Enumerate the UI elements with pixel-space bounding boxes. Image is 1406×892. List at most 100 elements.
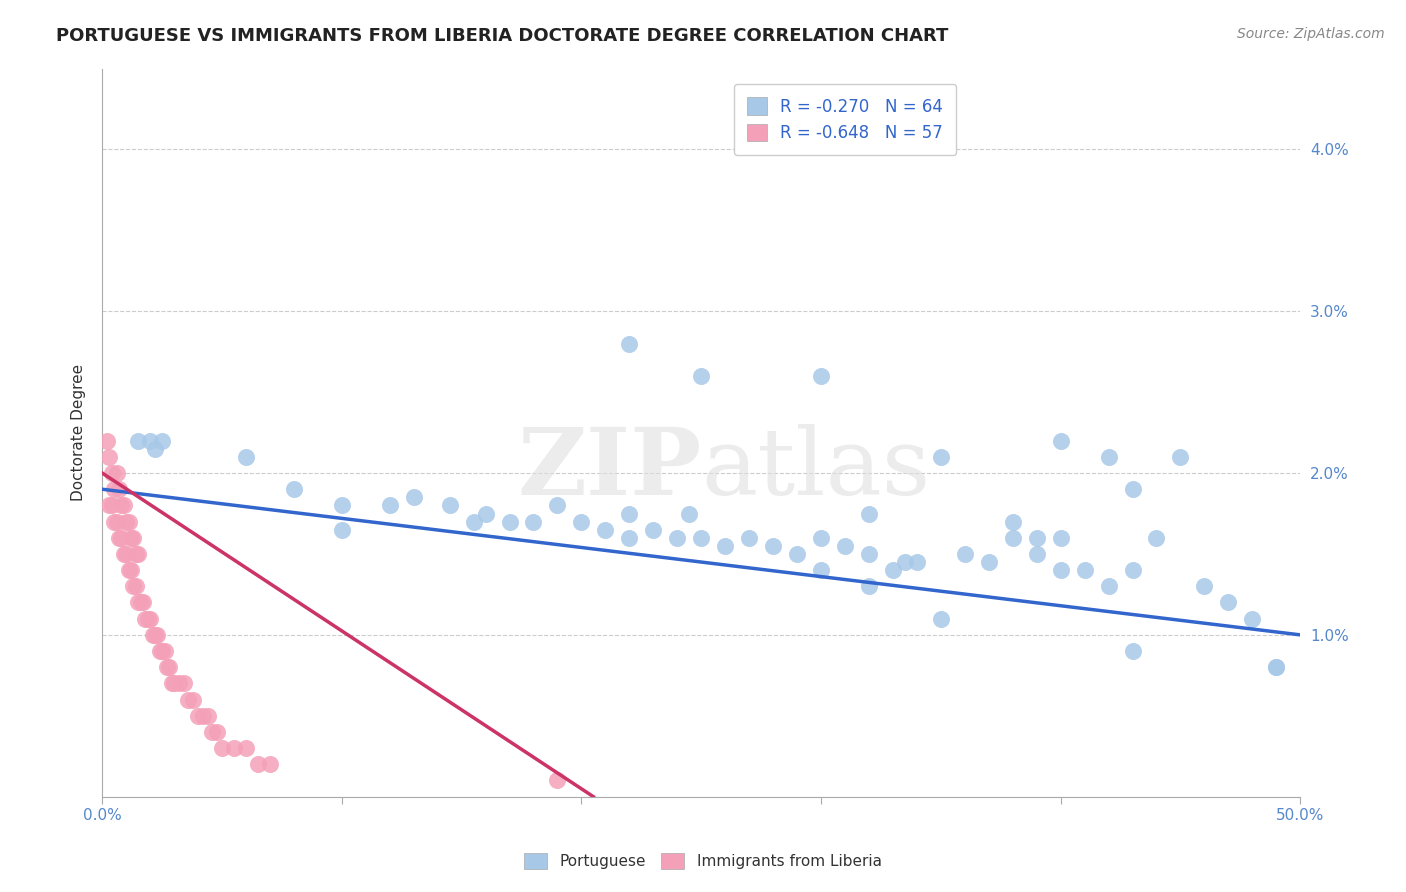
Point bbox=[1049, 563, 1071, 577]
Point bbox=[546, 499, 568, 513]
Point bbox=[110, 531, 132, 545]
Point bbox=[690, 531, 713, 545]
Point bbox=[1025, 531, 1047, 545]
Point bbox=[666, 531, 689, 545]
Point bbox=[977, 555, 1000, 569]
Point bbox=[105, 515, 128, 529]
Point bbox=[1241, 612, 1264, 626]
Point bbox=[115, 515, 138, 529]
Point bbox=[402, 491, 425, 505]
Point bbox=[103, 515, 125, 529]
Point bbox=[125, 579, 148, 593]
Point bbox=[110, 499, 132, 513]
Point bbox=[177, 692, 200, 706]
Point bbox=[522, 515, 544, 529]
Point bbox=[120, 531, 142, 545]
Point bbox=[246, 757, 269, 772]
Point bbox=[858, 579, 880, 593]
Point bbox=[619, 507, 641, 521]
Point bbox=[103, 482, 125, 496]
Point bbox=[571, 515, 593, 529]
Point bbox=[115, 547, 138, 561]
Point bbox=[1194, 579, 1216, 593]
Text: atlas: atlas bbox=[702, 424, 931, 514]
Point bbox=[197, 708, 219, 723]
Point bbox=[619, 531, 641, 545]
Point bbox=[108, 531, 131, 545]
Point bbox=[153, 644, 176, 658]
Point bbox=[834, 539, 856, 553]
Point bbox=[235, 450, 257, 464]
Point bbox=[690, 368, 713, 383]
Point bbox=[953, 547, 976, 561]
Point bbox=[762, 539, 785, 553]
Point bbox=[1170, 450, 1192, 464]
Point bbox=[1097, 579, 1119, 593]
Point bbox=[98, 450, 121, 464]
Point bbox=[127, 547, 149, 561]
Point bbox=[678, 507, 700, 521]
Point bbox=[619, 336, 641, 351]
Point bbox=[181, 692, 204, 706]
Point bbox=[929, 450, 952, 464]
Point bbox=[463, 515, 485, 529]
Point bbox=[1121, 482, 1143, 496]
Point bbox=[714, 539, 737, 553]
Point bbox=[439, 499, 461, 513]
Point bbox=[643, 523, 665, 537]
Point bbox=[211, 741, 233, 756]
Point bbox=[108, 482, 131, 496]
Point bbox=[259, 757, 281, 772]
Point bbox=[136, 612, 159, 626]
Point bbox=[786, 547, 808, 561]
Point bbox=[595, 523, 617, 537]
Point bbox=[330, 523, 353, 537]
Point bbox=[96, 434, 118, 448]
Point bbox=[1025, 547, 1047, 561]
Point bbox=[112, 547, 135, 561]
Point bbox=[139, 434, 162, 448]
Point bbox=[141, 628, 163, 642]
Point bbox=[187, 708, 209, 723]
Point bbox=[858, 547, 880, 561]
Point bbox=[546, 773, 568, 788]
Point bbox=[474, 507, 496, 521]
Point bbox=[1001, 515, 1024, 529]
Point bbox=[150, 644, 173, 658]
Point bbox=[173, 676, 195, 690]
Point bbox=[1265, 660, 1288, 674]
Point bbox=[1073, 563, 1095, 577]
Point bbox=[101, 499, 124, 513]
Point bbox=[146, 628, 169, 642]
Point bbox=[122, 531, 145, 545]
Point bbox=[134, 612, 156, 626]
Point bbox=[143, 442, 166, 456]
Point bbox=[143, 628, 166, 642]
Point bbox=[163, 676, 186, 690]
Point bbox=[98, 499, 121, 513]
Point bbox=[117, 563, 139, 577]
Point bbox=[235, 741, 257, 756]
Point bbox=[905, 555, 928, 569]
Legend: Portuguese, Immigrants from Liberia: Portuguese, Immigrants from Liberia bbox=[519, 847, 887, 875]
Point bbox=[132, 595, 155, 609]
Point bbox=[122, 579, 145, 593]
Point bbox=[1121, 563, 1143, 577]
Point bbox=[120, 563, 142, 577]
Point bbox=[105, 466, 128, 480]
Point bbox=[117, 515, 139, 529]
Point bbox=[1218, 595, 1240, 609]
Text: Source: ZipAtlas.com: Source: ZipAtlas.com bbox=[1237, 27, 1385, 41]
Point bbox=[738, 531, 761, 545]
Point bbox=[205, 725, 228, 739]
Point bbox=[882, 563, 904, 577]
Point bbox=[1265, 660, 1288, 674]
Point bbox=[1049, 531, 1071, 545]
Legend: R = -0.270   N = 64, R = -0.648   N = 57: R = -0.270 N = 64, R = -0.648 N = 57 bbox=[734, 84, 956, 155]
Point bbox=[127, 595, 149, 609]
Y-axis label: Doctorate Degree: Doctorate Degree bbox=[72, 364, 86, 501]
Point bbox=[101, 466, 124, 480]
Point bbox=[1121, 644, 1143, 658]
Text: ZIP: ZIP bbox=[517, 424, 702, 514]
Point bbox=[201, 725, 224, 739]
